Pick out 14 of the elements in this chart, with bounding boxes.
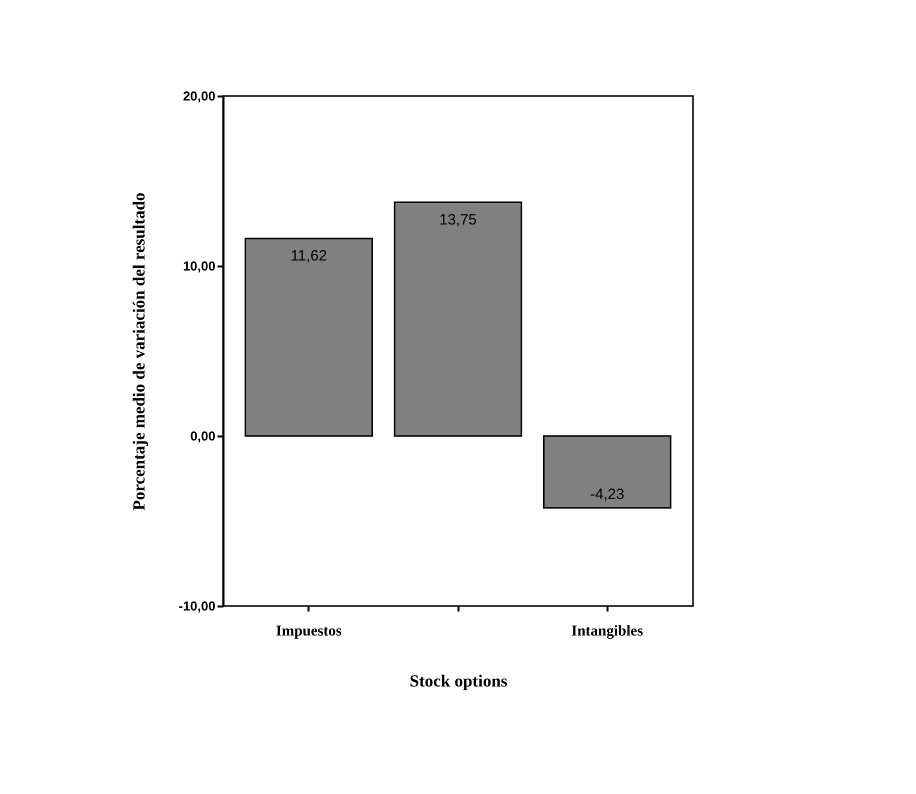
- y-tick-label: 20,00: [182, 88, 216, 104]
- y-tick-label: -10,00: [178, 598, 216, 614]
- x-axis-title: Stock options: [410, 672, 508, 690]
- y-axis-title: Porcentaje medio de variación del resultado: [130, 192, 149, 511]
- data-label: 13,75: [439, 211, 477, 228]
- x-tick-label: Intangibles: [571, 624, 644, 640]
- y-tick-label: 10,00: [182, 258, 216, 274]
- bar: [394, 202, 522, 437]
- y-tick-label: 0,00: [190, 428, 216, 444]
- x-tick-label: Impuestos: [276, 624, 342, 640]
- bar: [244, 238, 373, 437]
- data-label: 11,62: [290, 247, 328, 264]
- data-label: -4,23: [590, 486, 624, 503]
- bar: [543, 435, 672, 509]
